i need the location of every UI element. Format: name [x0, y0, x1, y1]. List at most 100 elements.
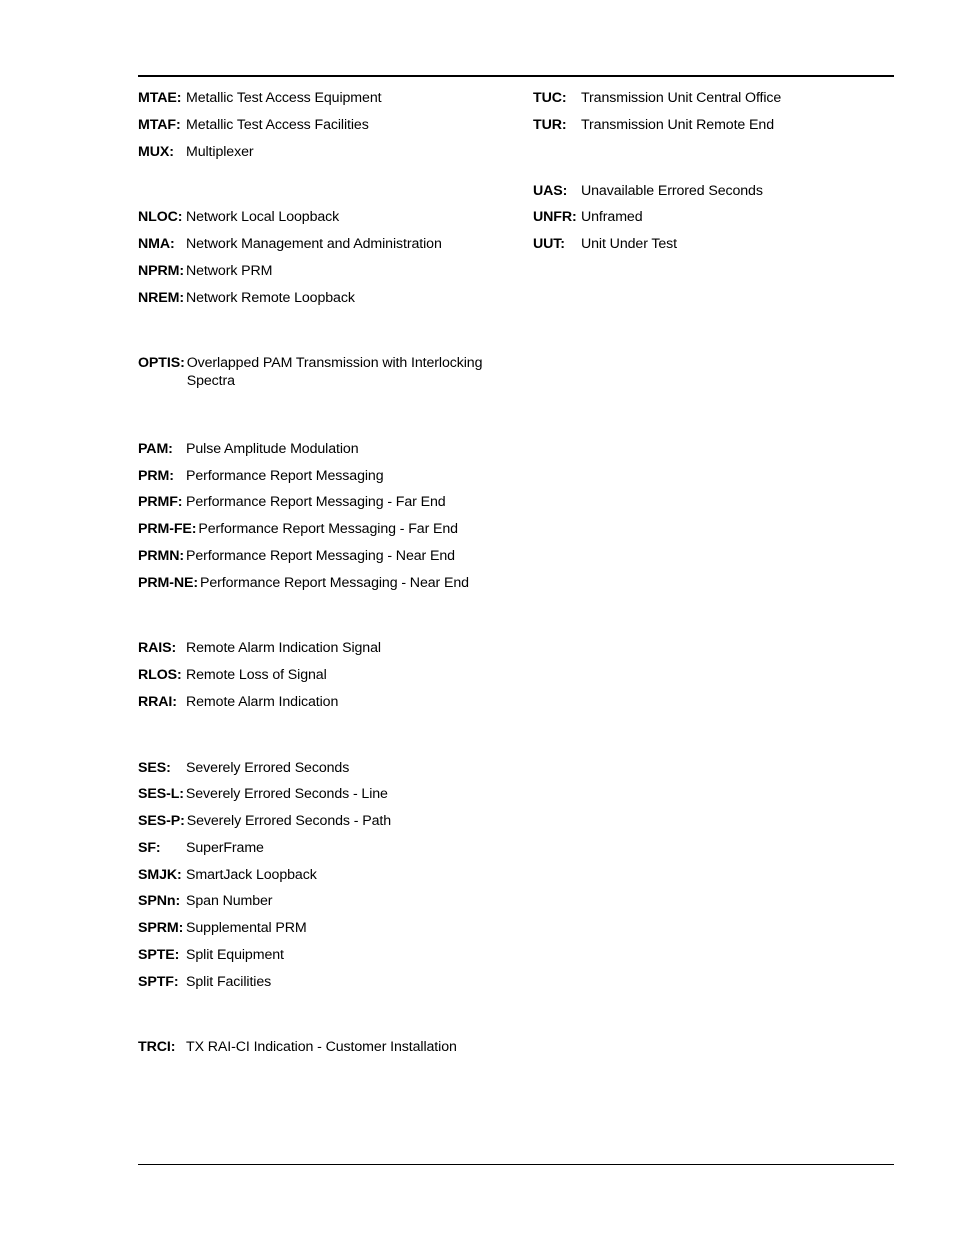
left-column: MTAE:Metallic Test Access EquipmentMTAF:… — [138, 90, 533, 1105]
glossary-group: SES:Severely Errored Seconds SES-L:Severe… — [138, 760, 533, 992]
glossary-term: SPRM: — [138, 920, 186, 938]
glossary-term: TRCI: — [138, 1039, 186, 1057]
glossary-term: MTAF: — [138, 117, 186, 135]
glossary-entry: SES-P:Severely Errored Seconds - Path — [138, 813, 533, 831]
glossary-entry: PAM:Pulse Amplitude Modulation — [138, 441, 533, 459]
glossary-term: NREM: — [138, 290, 186, 308]
glossary-definition: Transmission Unit Central Office — [581, 90, 781, 108]
glossary-entry: UNFR:Unframed — [533, 209, 894, 227]
glossary-definition: Network Management and Administration — [186, 236, 442, 254]
glossary-entry: RRAI:Remote Alarm Indication — [138, 694, 533, 712]
glossary-definition: Network Local Loopback — [186, 209, 339, 227]
glossary-group: PAM:Pulse Amplitude ModulationPRM:Perfor… — [138, 441, 533, 593]
glossary-term: UNFR: — [533, 209, 581, 227]
glossary-term: SES-L: — [138, 786, 184, 804]
glossary-entry: SF:SuperFrame — [138, 840, 533, 858]
glossary-term: UUT: — [533, 236, 581, 254]
glossary-definition: Transmission Unit Remote End — [581, 117, 774, 135]
glossary-definition: Severely Errored Seconds — [186, 760, 349, 778]
glossary-group: OPTIS:Overlapped PAM Transmission with I… — [138, 355, 533, 391]
glossary-definition: Overlapped PAM Transmission with Interlo… — [187, 355, 533, 391]
glossary-term: TUC: — [533, 90, 581, 108]
glossary-entry: SPNn:Span Number — [138, 893, 533, 911]
glossary-entry: SMJK:SmartJack Loopback — [138, 867, 533, 885]
glossary-definition: Multiplexer — [186, 144, 254, 162]
glossary-definition: Unavailable Errored Seconds — [581, 183, 763, 201]
glossary-definition: Remote Alarm Indication Signal — [186, 640, 381, 658]
glossary-entry: SPTF:Split Facilities — [138, 974, 533, 992]
glossary-definition: Metallic Test Access Facilities — [186, 117, 369, 135]
glossary-definition: SmartJack Loopback — [186, 867, 317, 885]
glossary-definition: Performance Report Messaging — [186, 468, 384, 486]
glossary-term: NPRM: — [138, 263, 186, 281]
glossary-group: RAIS:Remote Alarm Indication SignalRLOS:… — [138, 640, 533, 711]
glossary-term: SES-P: — [138, 813, 185, 831]
glossary-entry: TUC:Transmission Unit Central Office — [533, 90, 894, 108]
glossary-term: SPTF: — [138, 974, 186, 992]
glossary-entry: TUR:Transmission Unit Remote End — [533, 117, 894, 135]
glossary-term: MTAE: — [138, 90, 186, 108]
glossary-term: UAS: — [533, 183, 581, 201]
glossary-definition: Performance Report Messaging - Far End — [186, 494, 446, 512]
glossary-entry: PRM-FE:Performance Report Messaging - Fa… — [138, 521, 533, 539]
glossary-term: PRMN: — [138, 548, 186, 566]
bottom-rule — [138, 1164, 894, 1165]
glossary-entry: MTAF:Metallic Test Access Facilities — [138, 117, 533, 135]
glossary-entry: SES:Severely Errored Seconds — [138, 760, 533, 778]
glossary-definition: Remote Loss of Signal — [186, 667, 327, 685]
glossary-term: RAIS: — [138, 640, 186, 658]
glossary-entry: RAIS:Remote Alarm Indication Signal — [138, 640, 533, 658]
glossary-definition: Performance Report Messaging - Near End — [200, 575, 469, 593]
glossary-definition: Remote Alarm Indication — [186, 694, 338, 712]
glossary-term: SPTE: — [138, 947, 186, 965]
glossary-entry: NMA:Network Management and Administratio… — [138, 236, 533, 254]
glossary-term: NLOC: — [138, 209, 186, 227]
glossary-entry: SPRM:Supplemental PRM — [138, 920, 533, 938]
right-column: TUC:Transmission Unit Central OfficeTUR:… — [533, 90, 894, 1105]
glossary-definition: Network PRM — [186, 263, 272, 281]
top-rule — [138, 75, 894, 77]
glossary-definition: Span Number — [186, 893, 272, 911]
glossary-definition: Supplemental PRM — [186, 920, 307, 938]
glossary-definition: SuperFrame — [186, 840, 264, 858]
glossary-definition: TX RAI-CI Indication - Customer Installa… — [186, 1039, 457, 1057]
glossary-entry: MTAE:Metallic Test Access Equipment — [138, 90, 533, 108]
glossary-term: PRMF: — [138, 494, 186, 512]
glossary-definition: Split Equipment — [186, 947, 284, 965]
glossary-term: SMJK: — [138, 867, 186, 885]
glossary-definition: Performance Report Messaging - Near End — [186, 548, 455, 566]
glossary-group: TUC:Transmission Unit Central OfficeTUR:… — [533, 90, 894, 135]
page: MTAE:Metallic Test Access EquipmentMTAF:… — [0, 0, 954, 1235]
glossary-term: SES: — [138, 760, 186, 778]
glossary-term: PRM-NE: — [138, 575, 198, 593]
glossary-definition: Pulse Amplitude Modulation — [186, 441, 359, 459]
glossary-group: NLOC:Network Local LoopbackNMA:Network M… — [138, 209, 533, 307]
glossary-entry: PRM-NE:Performance Report Messaging - Ne… — [138, 575, 533, 593]
glossary-term: TUR: — [533, 117, 581, 135]
glossary-entry: OPTIS:Overlapped PAM Transmission with I… — [138, 355, 533, 391]
glossary-term: SPNn: — [138, 893, 186, 911]
glossary-definition: Metallic Test Access Equipment — [186, 90, 381, 108]
glossary-term: PRM: — [138, 468, 186, 486]
glossary-term: RRAI: — [138, 694, 186, 712]
glossary-entry: NLOC:Network Local Loopback — [138, 209, 533, 227]
glossary-entry: PRMN:Performance Report Messaging - Near… — [138, 548, 533, 566]
glossary-group: MTAE:Metallic Test Access EquipmentMTAF:… — [138, 90, 533, 161]
glossary-term: NMA: — [138, 236, 186, 254]
glossary-entry: SPTE:Split Equipment — [138, 947, 533, 965]
glossary-entry: RLOS:Remote Loss of Signal — [138, 667, 533, 685]
glossary-entry: UUT:Unit Under Test — [533, 236, 894, 254]
glossary-entry: SES-L:Severely Errored Seconds - Line — [138, 786, 533, 804]
glossary-definition: Unframed — [581, 209, 643, 227]
glossary-term: SF: — [138, 840, 186, 858]
glossary-term: PAM: — [138, 441, 186, 459]
glossary-entry: UAS:Unavailable Errored Seconds — [533, 183, 894, 201]
glossary-term: PRM-FE: — [138, 521, 196, 539]
glossary-entry: NPRM:Network PRM — [138, 263, 533, 281]
glossary-term: OPTIS: — [138, 355, 185, 373]
glossary-definition: Split Facilities — [186, 974, 271, 992]
glossary-entry: PRMF:Performance Report Messaging - Far … — [138, 494, 533, 512]
glossary-definition: Network Remote Loopback — [186, 290, 355, 308]
glossary-term: RLOS: — [138, 667, 186, 685]
glossary-entry: PRM:Performance Report Messaging — [138, 468, 533, 486]
